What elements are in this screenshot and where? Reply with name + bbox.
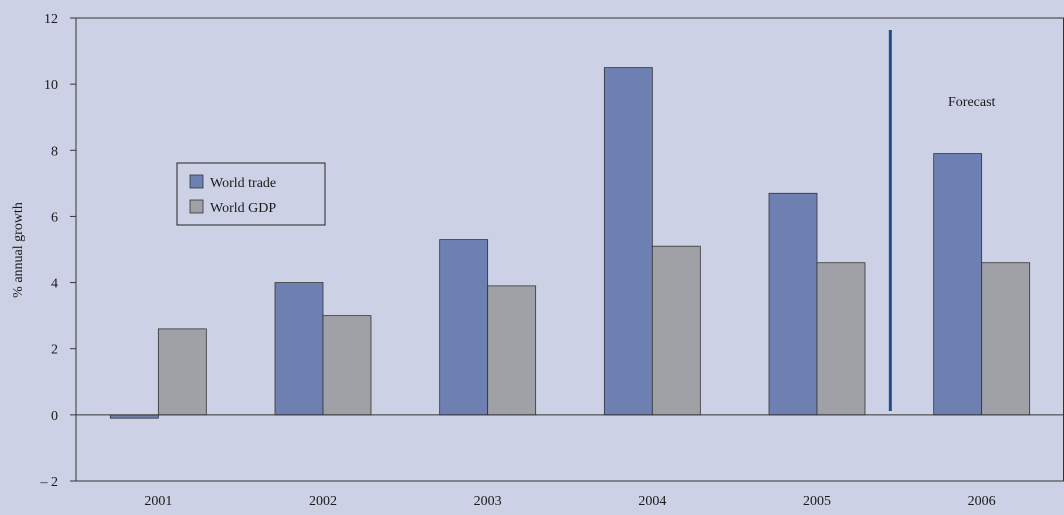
x-tick-label-2006: 2006: [968, 494, 996, 509]
y-tick-label: – 2: [40, 475, 59, 490]
bar-world-trade-2004: [603, 67, 653, 416]
legend-label-world-gdp: World GDP: [210, 201, 276, 216]
y-tick-label: 6: [51, 210, 58, 225]
y-tick-label: 8: [51, 144, 58, 159]
forecast-label: Forecast: [948, 95, 996, 110]
bar-world-gdp-2004: [651, 245, 701, 416]
bar-world-gdp-2005: [816, 262, 866, 416]
x-tick-label-2003: 2003: [474, 494, 502, 509]
legend-swatch-world-trade: [189, 174, 204, 189]
bar-world-trade-2003: [439, 239, 489, 416]
legend-label-world-trade: World trade: [210, 176, 276, 191]
x-tick-label-2005: 2005: [803, 494, 831, 509]
bar-world-gdp-2003: [487, 285, 537, 416]
bar-world-gdp-2006: [981, 262, 1031, 416]
y-tick-label: 0: [51, 409, 58, 424]
y-tick-label: 10: [44, 78, 58, 93]
plot-frame: [75, 17, 1064, 482]
bar-world-gdp-2001: [157, 328, 207, 416]
legend-swatch-world-gdp: [189, 199, 204, 214]
legend-box: [176, 162, 326, 226]
x-axis-ticks: 2001 2002 2003 2004 2005 2006: [144, 494, 995, 509]
y-axis-label: % annual growth: [11, 202, 26, 298]
y-tick-label: 2: [51, 343, 58, 358]
bar-world-trade-2005: [768, 192, 818, 416]
plot-border: [75, 17, 1064, 482]
bars: [109, 67, 1031, 419]
x-tick-label-2001: 2001: [144, 494, 172, 509]
legend: World trade World GDP: [176, 162, 326, 226]
y-tick-label: 4: [51, 277, 58, 292]
bar-world-trade-2006: [933, 153, 983, 416]
y-tick-label: 12: [44, 12, 58, 27]
bar-world-gdp-2002: [322, 315, 372, 416]
forecast-annotation: Forecast: [888, 30, 996, 411]
x-tick-label-2002: 2002: [309, 494, 337, 509]
bar-world-trade-2002: [274, 282, 324, 416]
x-tick-label-2004: 2004: [638, 494, 666, 509]
y-axis-ticks: – 2 0 2 4 6 8 10 12: [40, 12, 76, 490]
